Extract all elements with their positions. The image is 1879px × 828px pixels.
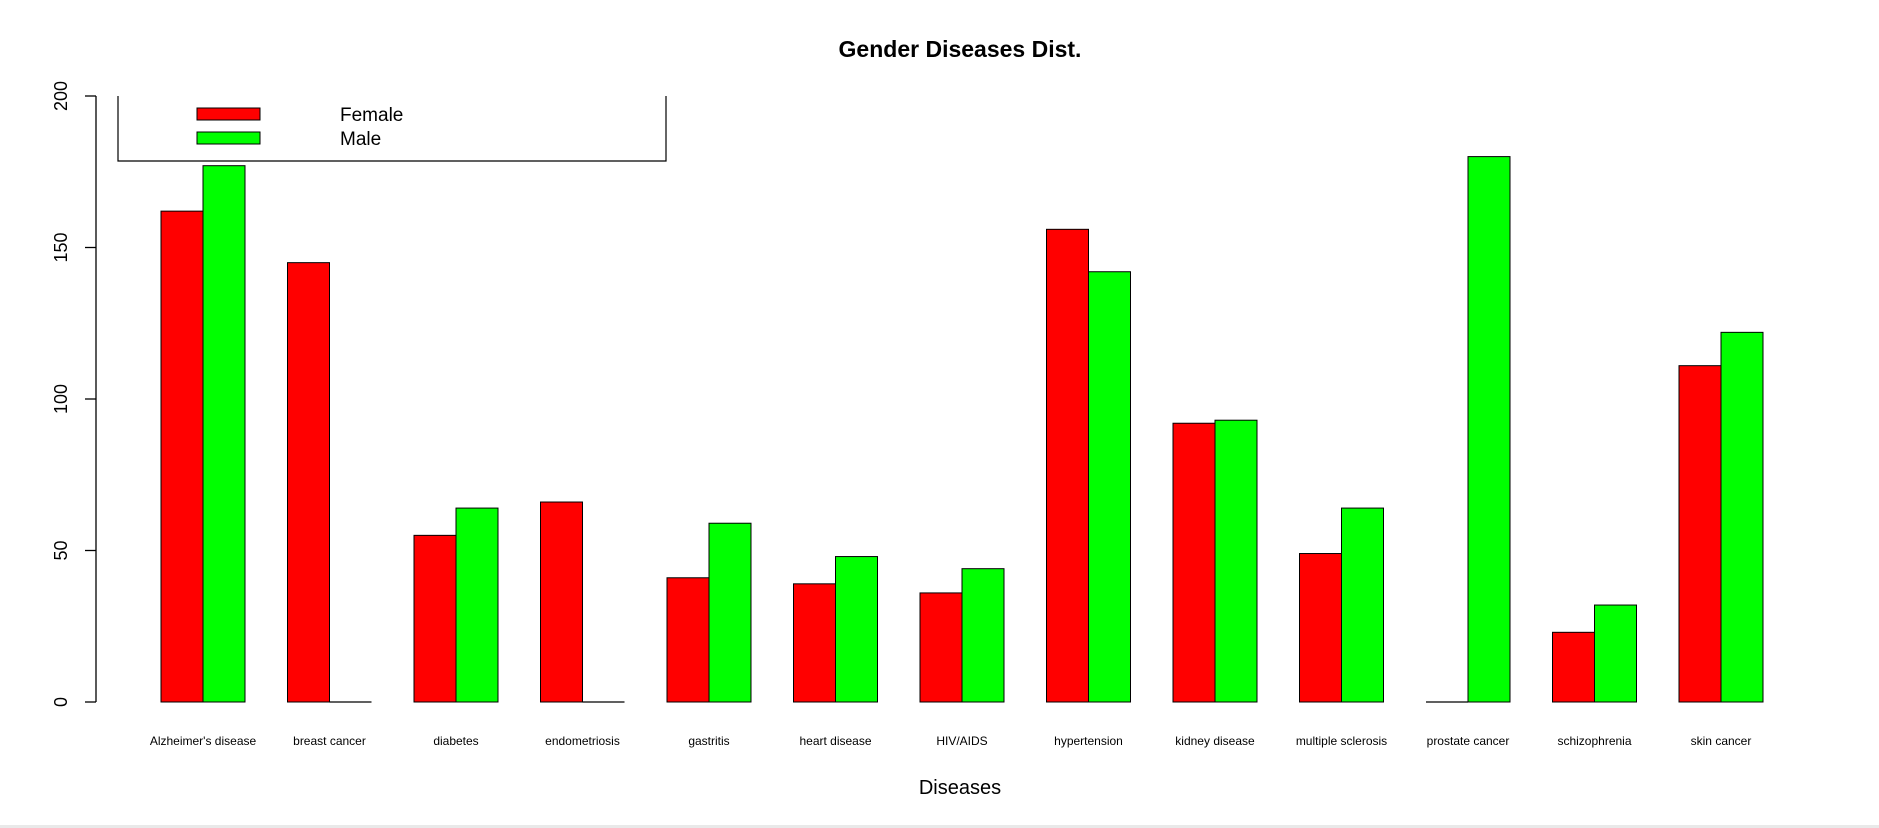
x-tick-label: heart disease (799, 734, 871, 748)
y-tick-label: 200 (51, 81, 71, 111)
bar-female (1552, 631, 1595, 703)
bar-male (455, 507, 499, 703)
bar-male (1594, 604, 1637, 703)
legend-swatch-male (196, 131, 261, 145)
x-tick-label: skin cancer (1691, 734, 1752, 748)
legend-swatch-female (196, 107, 261, 121)
chart-title: Gender Diseases Dist. (839, 36, 1082, 62)
bar-male (708, 522, 752, 703)
x-tick-label: diabetes (433, 734, 478, 748)
bar-male (1214, 419, 1258, 703)
bar-male (1467, 156, 1511, 703)
x-tick-label: HIV/AIDS (936, 734, 987, 748)
bar-male (1341, 507, 1384, 703)
bar-male (1088, 271, 1131, 703)
bar-female (1046, 228, 1089, 703)
bar-female (160, 210, 204, 703)
bottom-divider (0, 825, 1879, 828)
x-tick-label: Alzheimer's disease (150, 734, 257, 748)
x-tick-label: endometriosis (545, 734, 620, 748)
legend: Female Male (117, 96, 667, 162)
y-tick-label: 0 (51, 697, 71, 707)
y-tick-label: 100 (51, 384, 71, 414)
bar-male (202, 165, 246, 703)
bar-female (287, 262, 330, 703)
legend-label-male: Male (340, 129, 381, 150)
bar-female (1678, 365, 1722, 703)
x-axis-title: Diseases (919, 777, 1001, 799)
bar-male (1720, 331, 1764, 703)
x-tick-label: gastritis (688, 734, 729, 748)
y-tick-label: 150 (51, 232, 71, 262)
x-axis-labels: Alzheimer's disease breast cancer diabetes… (150, 734, 1752, 748)
x-tick-label: kidney disease (1175, 734, 1255, 748)
bar-group (160, 156, 1764, 703)
x-tick-label: multiple sclerosis (1296, 734, 1387, 748)
bar-female (1299, 553, 1342, 703)
bar-female (540, 501, 583, 703)
x-tick-label: prostate cancer (1427, 734, 1510, 748)
legend-box (117, 96, 667, 162)
y-axis: 0 50 100 150 200 (51, 81, 97, 707)
bar-male (961, 568, 1005, 703)
legend-label-female: Female (340, 105, 403, 126)
x-tick-label: hypertension (1054, 734, 1123, 748)
y-tick-label: 50 (51, 540, 71, 560)
bar-female (919, 592, 963, 703)
bar-female (413, 534, 457, 703)
x-tick-label: breast cancer (293, 734, 366, 748)
bar-female (793, 583, 836, 703)
x-tick-label: schizophrenia (1557, 734, 1631, 748)
bar-female (1172, 422, 1216, 703)
bar-male (835, 556, 878, 703)
bar-female (666, 577, 710, 703)
